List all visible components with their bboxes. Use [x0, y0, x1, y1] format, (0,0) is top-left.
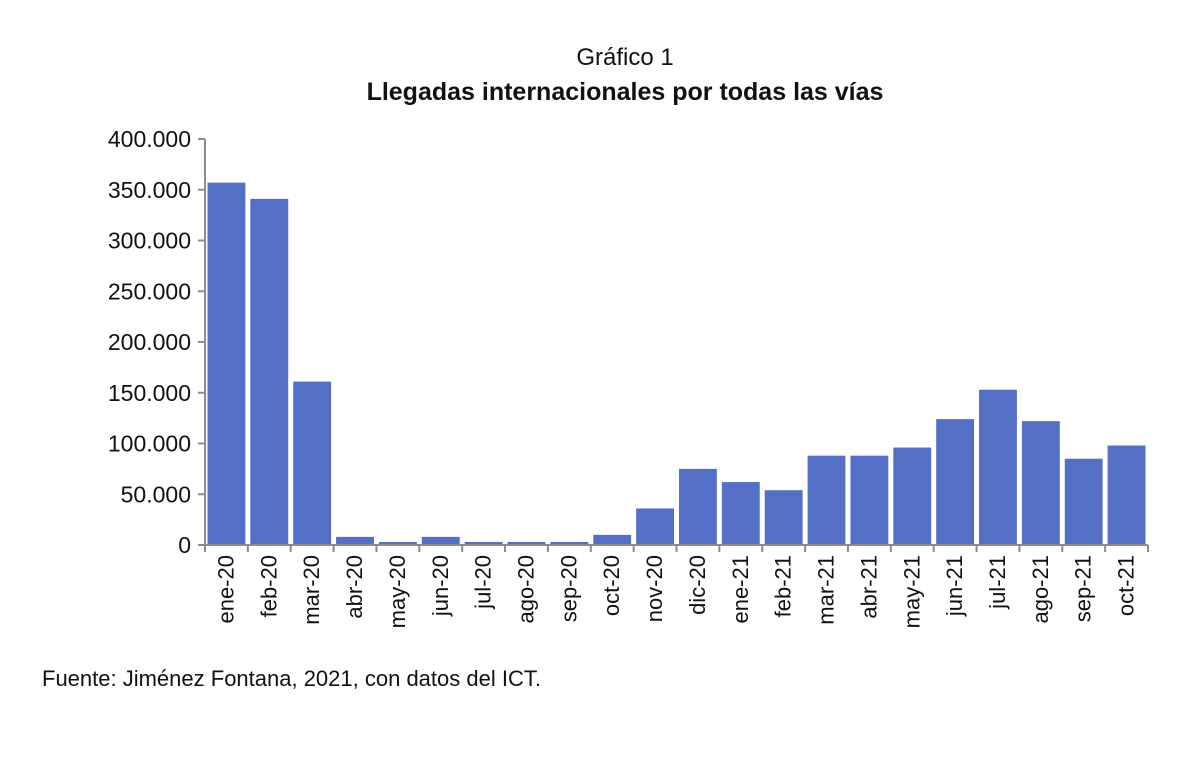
bar-may-20 [378, 541, 417, 545]
x-tick-label: sep-21 [1071, 555, 1096, 622]
x-tick-label: abr-20 [342, 555, 367, 619]
y-tick-label: 300.000 [108, 228, 191, 254]
x-tick-label: sep-20 [556, 555, 581, 622]
x-tick-label: may-21 [899, 555, 924, 628]
y-tick-label: 50.000 [121, 481, 191, 507]
x-tick-label: ene-20 [213, 555, 238, 624]
chart-supertitle: Gráfico 1 [576, 44, 674, 71]
x-tick-label: ene-21 [728, 555, 753, 624]
x-tick-label: mar-21 [814, 555, 839, 625]
bar-mar-21 [807, 455, 846, 545]
chart-title: Llegadas internacionales por todas las v… [366, 78, 884, 106]
y-tick-label: 0 [178, 532, 191, 558]
bar-ago-21 [1021, 421, 1060, 545]
bar-jul-21 [979, 389, 1017, 545]
x-tick-label: abr-21 [856, 555, 881, 619]
bar-feb-20 [250, 198, 289, 545]
bar-feb-21 [764, 490, 803, 545]
bar-abr-20 [336, 536, 374, 545]
x-tick-label: jun-20 [428, 555, 453, 617]
bar-mar-20 [293, 381, 332, 545]
x-tick-label: jun-21 [942, 555, 967, 617]
x-tick-label: feb-21 [771, 555, 796, 617]
bar-nov-20 [636, 508, 674, 545]
x-tick-label: ago-21 [1028, 555, 1053, 624]
x-tick-label: jul-20 [471, 555, 496, 610]
y-tick-label: 400.000 [108, 126, 191, 152]
y-tick-label: 100.000 [108, 431, 191, 457]
bar-oct-20 [593, 534, 632, 545]
bar-ene-20 [207, 182, 246, 545]
source-note: Fuente: Jiménez Fontana, 2021, con datos… [42, 666, 541, 691]
x-tick-label: dic-20 [685, 555, 710, 615]
bar-oct-21 [1107, 445, 1146, 545]
bar-sep-21 [1064, 458, 1103, 545]
bar-jun-21 [936, 419, 975, 545]
x-tick-label: may-20 [385, 555, 410, 628]
bar-abr-21 [850, 455, 889, 545]
bar-jun-20 [421, 536, 460, 545]
x-tick-label: oct-21 [1114, 555, 1139, 616]
bar-ene-21 [721, 482, 760, 545]
bar-may-21 [893, 447, 932, 545]
x-tick-label: feb-20 [256, 555, 281, 617]
y-tick-label: 150.000 [108, 380, 191, 406]
bar-ago-20 [507, 541, 546, 545]
x-tick-label: jul-21 [985, 555, 1010, 610]
x-tick-label: mar-20 [299, 555, 324, 625]
x-tick-label: oct-20 [599, 555, 624, 616]
bar-dic-20 [679, 468, 717, 545]
bar-sep-20 [550, 541, 589, 545]
y-tick-label: 250.000 [108, 278, 191, 304]
bar-jul-20 [464, 541, 503, 545]
y-tick-label: 200.000 [108, 329, 191, 355]
y-tick-label: 350.000 [108, 177, 191, 203]
x-tick-label: ago-20 [513, 555, 538, 624]
x-tick-label: nov-20 [642, 555, 667, 622]
